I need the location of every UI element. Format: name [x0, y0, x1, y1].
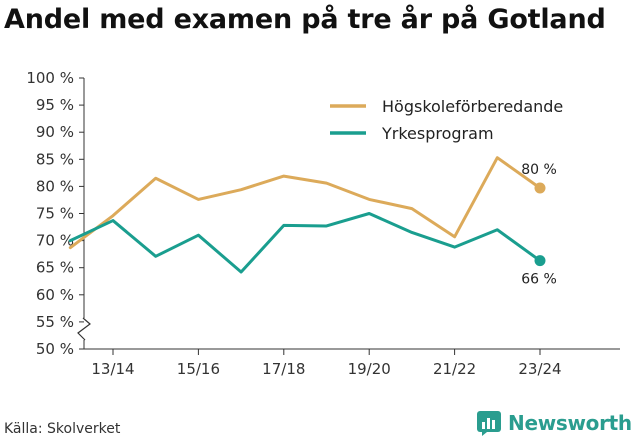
series-line-2	[68, 212, 542, 274]
end-value-label: 66 %	[521, 272, 557, 288]
brand-name: Newsworthy	[508, 411, 631, 435]
x-tick-label: 23/24	[518, 360, 561, 378]
legend-label: Yrkesprogram	[381, 124, 494, 143]
x-tick-label: 19/20	[348, 360, 391, 378]
y-tick-label: 85 %	[36, 150, 74, 168]
y-tick-label: 100 %	[26, 69, 74, 87]
y-tick-label: 60 %	[36, 286, 74, 304]
series-lines: 80 % 66 %	[68, 156, 557, 288]
x-tick-label: 15/16	[177, 360, 220, 378]
series-end-point	[534, 255, 546, 267]
x-axis: 13/14 15/16 17/18 19/20 21/22 23/24	[84, 348, 620, 378]
y-tick-label: 50 %	[36, 340, 74, 358]
legend: Högskoleförberedande Yrkesprogram	[330, 97, 563, 143]
series-end-point	[534, 182, 546, 194]
x-tick-label: 21/22	[433, 360, 476, 378]
y-tick-label: 80 %	[36, 177, 74, 195]
y-tick-label: 65 %	[36, 259, 74, 277]
y-tick-label: 55 %	[36, 313, 74, 331]
axis-break-icon	[77, 317, 91, 341]
y-tick-label: 90 %	[36, 123, 74, 141]
source-note: Källa: Skolverket	[4, 421, 121, 437]
end-value-label: 80 %	[521, 162, 557, 178]
legend-label: Högskoleförberedande	[382, 97, 563, 116]
y-axis: 50 % 55 % 60 % 65 % 70 % 75 % 80 % 85 % 90 % 95 %…	[26, 69, 91, 358]
newsworthy-icon	[477, 411, 501, 436]
chart-title: Andel med examen på tre år på Gotland	[4, 4, 606, 35]
x-tick-label: 13/14	[91, 360, 134, 378]
x-tick-label: 17/18	[262, 360, 305, 378]
brand-logo: Newsworthy	[476, 410, 631, 436]
y-tick-label: 70 %	[36, 232, 74, 250]
series-line-1	[68, 156, 542, 250]
y-tick-label: 95 %	[36, 96, 74, 114]
y-tick-label: 75 %	[36, 205, 74, 223]
